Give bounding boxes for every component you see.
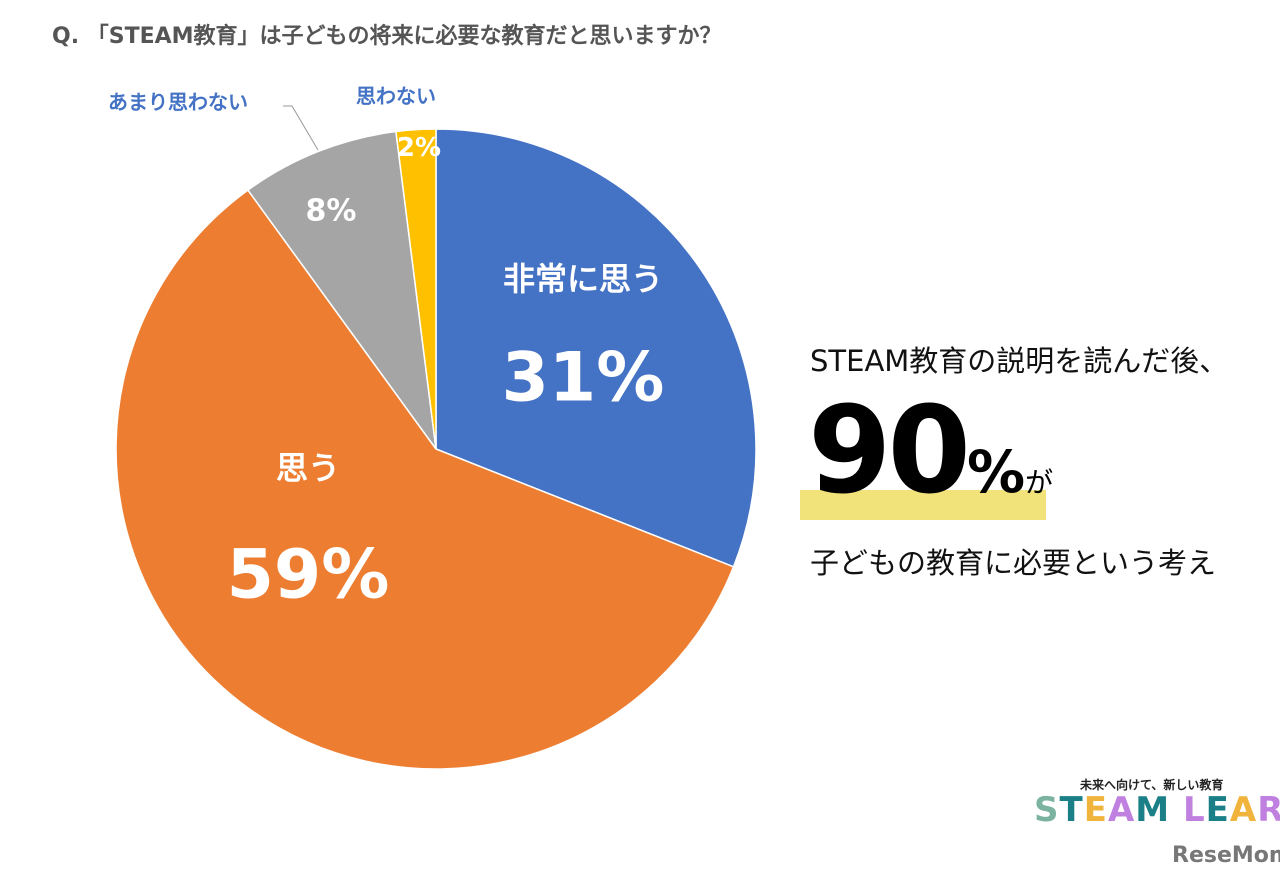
callout-particle: が [1025,466,1054,499]
label-slightly-disagree: あまり思わない [108,90,248,114]
logo-letter: M [1135,790,1171,830]
logo-letter: A [1107,790,1136,830]
logo-letter [1170,790,1183,830]
value-slightly-disagree: 8% [305,193,357,229]
logo-letter: S [1034,790,1060,830]
value-strongly-agree: 31% [501,338,665,418]
callout-number: 90%が [808,392,1053,512]
value-disagree: 2% [396,133,442,163]
label-strongly-agree: 非常に思う [502,260,664,298]
slice-strongly-agree [435,128,757,568]
callout-percent: % [967,438,1026,506]
slice-agree [115,189,735,770]
callout-value: 90 [808,382,971,521]
slice-disagree [395,128,437,450]
callout-line1: STEAM教育の説明を読んだ後、 [810,344,1229,378]
logo-letter: T [1059,790,1084,830]
label-agree: 思う [275,449,341,487]
logo-letter: A [1229,790,1258,830]
callout-line3: 子どもの教育に必要という考え [810,546,1217,580]
resemom-logo: ReseMom [1172,843,1280,868]
logo-tagline: 未来へ向けて、新しい教育 [1080,778,1224,792]
logo-letter: E [1083,790,1108,830]
label-disagree: 思わない [356,84,436,108]
logo-letter: R [1257,790,1280,830]
logo-letter: E [1205,790,1230,830]
highlight-bar [800,490,1046,520]
slice-slightly-disagree [246,130,437,450]
logo-letter: L [1182,790,1206,830]
chart-title: Q. 「STEAM教育」は子どもの将来に必要な教育だと思いますか？ [52,24,722,49]
steam-learn-logo: STEAM LEARN [1034,790,1280,830]
value-agree: 59% [226,535,390,615]
